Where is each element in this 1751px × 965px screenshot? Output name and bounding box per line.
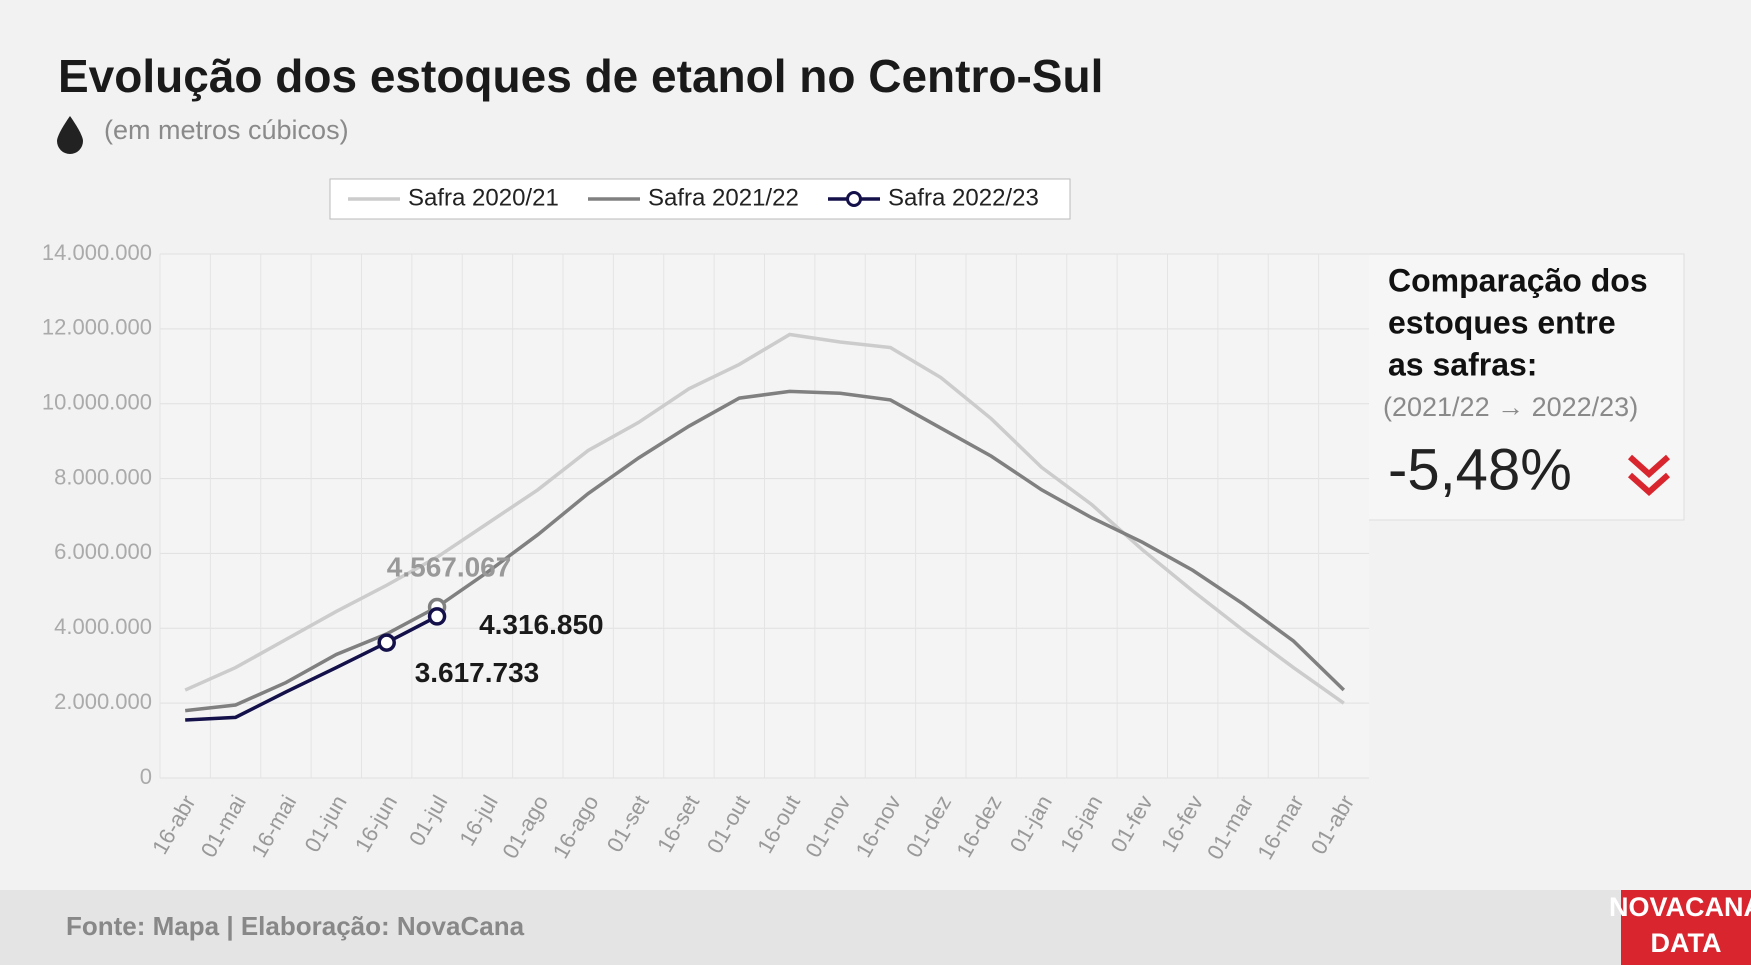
y-tick-label: 6.000.000 [54,539,152,564]
logo-text: DATA [1651,928,1722,958]
legend-label: Safra 2022/23 [888,184,1039,211]
y-tick-label: 12.000.000 [42,315,152,340]
y-tick-label: 0 [140,764,152,789]
series-line [184,332,1345,705]
side-change: -5,48% [1388,437,1572,502]
y-tick-label: 4.000.000 [54,614,152,639]
legend-label: Safra 2021/22 [648,184,799,211]
drop-icon [57,116,83,154]
side-heading: estoques entre [1388,304,1616,340]
data-label: 4.567.067 [387,551,512,582]
logo-box [1621,890,1751,965]
series-line [185,614,438,722]
y-tick-label: 8.000.000 [54,464,152,489]
chart-title: Evolução dos estoques de etanol no Centr… [58,50,1103,102]
legend-box [329,178,1071,220]
point-marker [377,633,396,652]
chart-subtitle: (em metros cúbicos) [104,115,349,145]
y-tick-label: 2.000.000 [54,689,152,714]
data-label: 4.316.850 [479,609,604,640]
y-tick-label: 14.000.000 [42,240,152,265]
side-period: (2021/22 → 2022/23) [1383,392,1638,422]
legend-label: Safra 2020/21 [408,184,559,211]
logo-text: NOVACANA [1609,892,1751,922]
down-chevrons [1627,454,1671,497]
y-tick-label: 10.000.000 [42,390,152,415]
source: Fonte: Mapa | Elaboração: NovaCana [66,911,525,941]
side-heading: Comparação dos [1388,262,1648,298]
legend-marker [846,191,862,207]
side-heading: as safras: [1388,346,1537,382]
series-line [184,389,1346,713]
point-marker [427,607,447,626]
footer [0,890,1751,965]
data-label: 3.617.733 [415,657,540,688]
